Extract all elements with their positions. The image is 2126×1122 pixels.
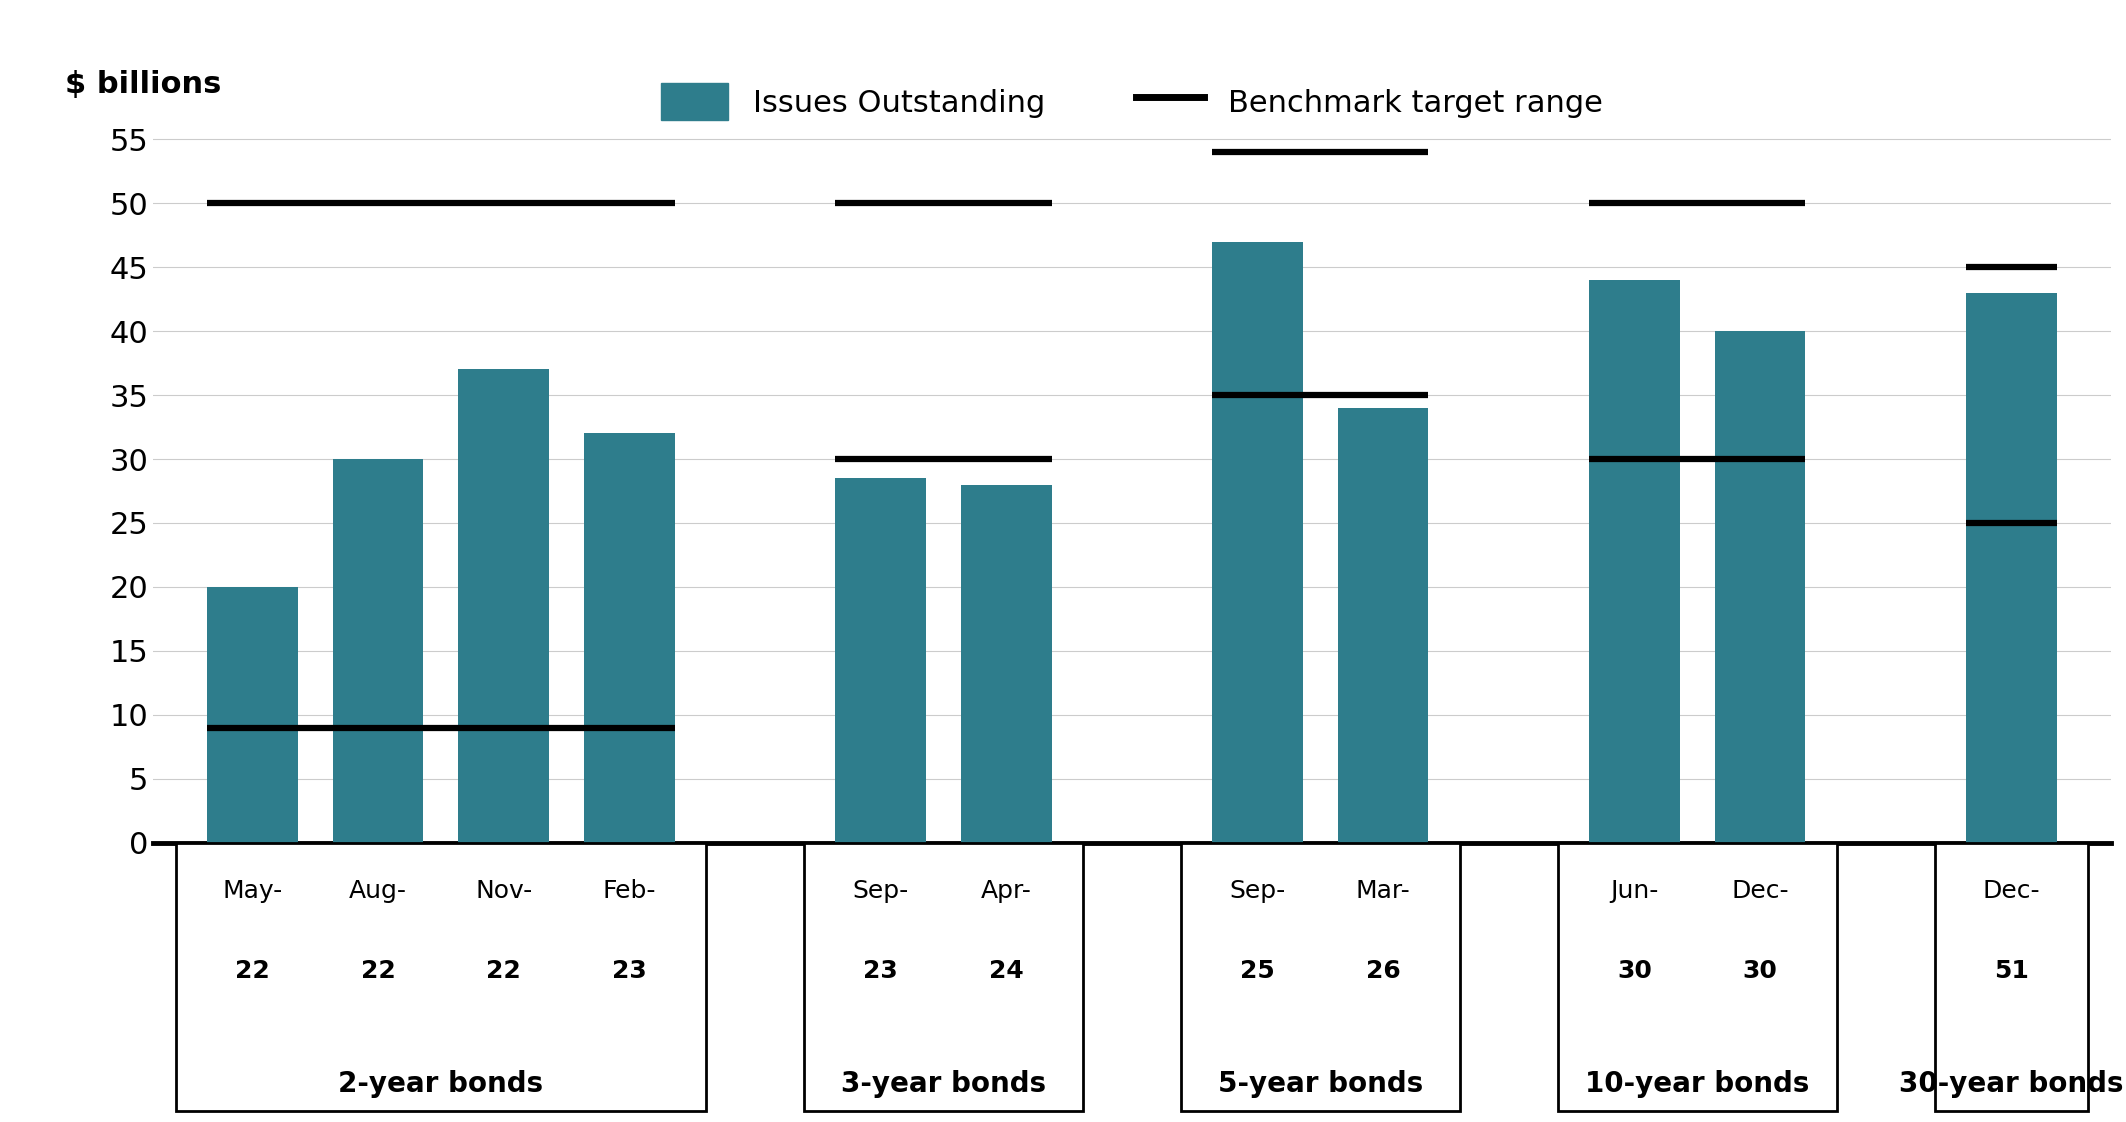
Text: Dec-: Dec- (1984, 879, 2041, 903)
Bar (334, 459, 423, 843)
Text: Dec-: Dec- (1731, 879, 1788, 903)
Text: 30: 30 (1618, 959, 1652, 983)
Legend: Issues Outstanding, Benchmark target range: Issues Outstanding, Benchmark target ran… (648, 71, 1616, 132)
Text: 22: 22 (361, 959, 395, 983)
Bar (1212, 241, 1303, 843)
Text: 26: 26 (1365, 959, 1401, 983)
Text: 22: 22 (487, 959, 521, 983)
Text: 23: 23 (612, 959, 646, 983)
Text: Feb-: Feb- (602, 879, 657, 903)
Text: 25: 25 (1239, 959, 1276, 983)
Text: 51: 51 (1994, 959, 2028, 983)
Text: 5-year bonds: 5-year bonds (1218, 1070, 1422, 1098)
Bar (206, 587, 298, 843)
Bar (961, 485, 1052, 843)
Text: May-: May- (223, 879, 283, 903)
Text: Mar-: Mar- (1356, 879, 1412, 903)
Bar (1967, 293, 2056, 843)
Text: Nov-: Nov- (474, 879, 532, 903)
Text: 2-year bonds: 2-year bonds (338, 1070, 544, 1098)
Text: 24: 24 (989, 959, 1025, 983)
Text: $ billions: $ billions (64, 71, 221, 99)
Bar (1337, 408, 1429, 843)
Bar (1590, 280, 1680, 843)
Text: 22: 22 (236, 959, 270, 983)
Text: 23: 23 (863, 959, 897, 983)
Text: 30-year bonds: 30-year bonds (1899, 1070, 2124, 1098)
Bar (585, 433, 674, 843)
Bar (459, 369, 549, 843)
Bar (836, 478, 927, 843)
Text: Jun-: Jun- (1609, 879, 1658, 903)
Text: Apr-: Apr- (980, 879, 1031, 903)
Text: 30: 30 (1743, 959, 1777, 983)
Text: Sep-: Sep- (1229, 879, 1286, 903)
Text: 10-year bonds: 10-year bonds (1586, 1070, 1809, 1098)
Text: Aug-: Aug- (349, 879, 406, 903)
Text: Sep-: Sep- (853, 879, 908, 903)
Text: 3-year bonds: 3-year bonds (842, 1070, 1046, 1098)
Bar (1716, 331, 1805, 843)
